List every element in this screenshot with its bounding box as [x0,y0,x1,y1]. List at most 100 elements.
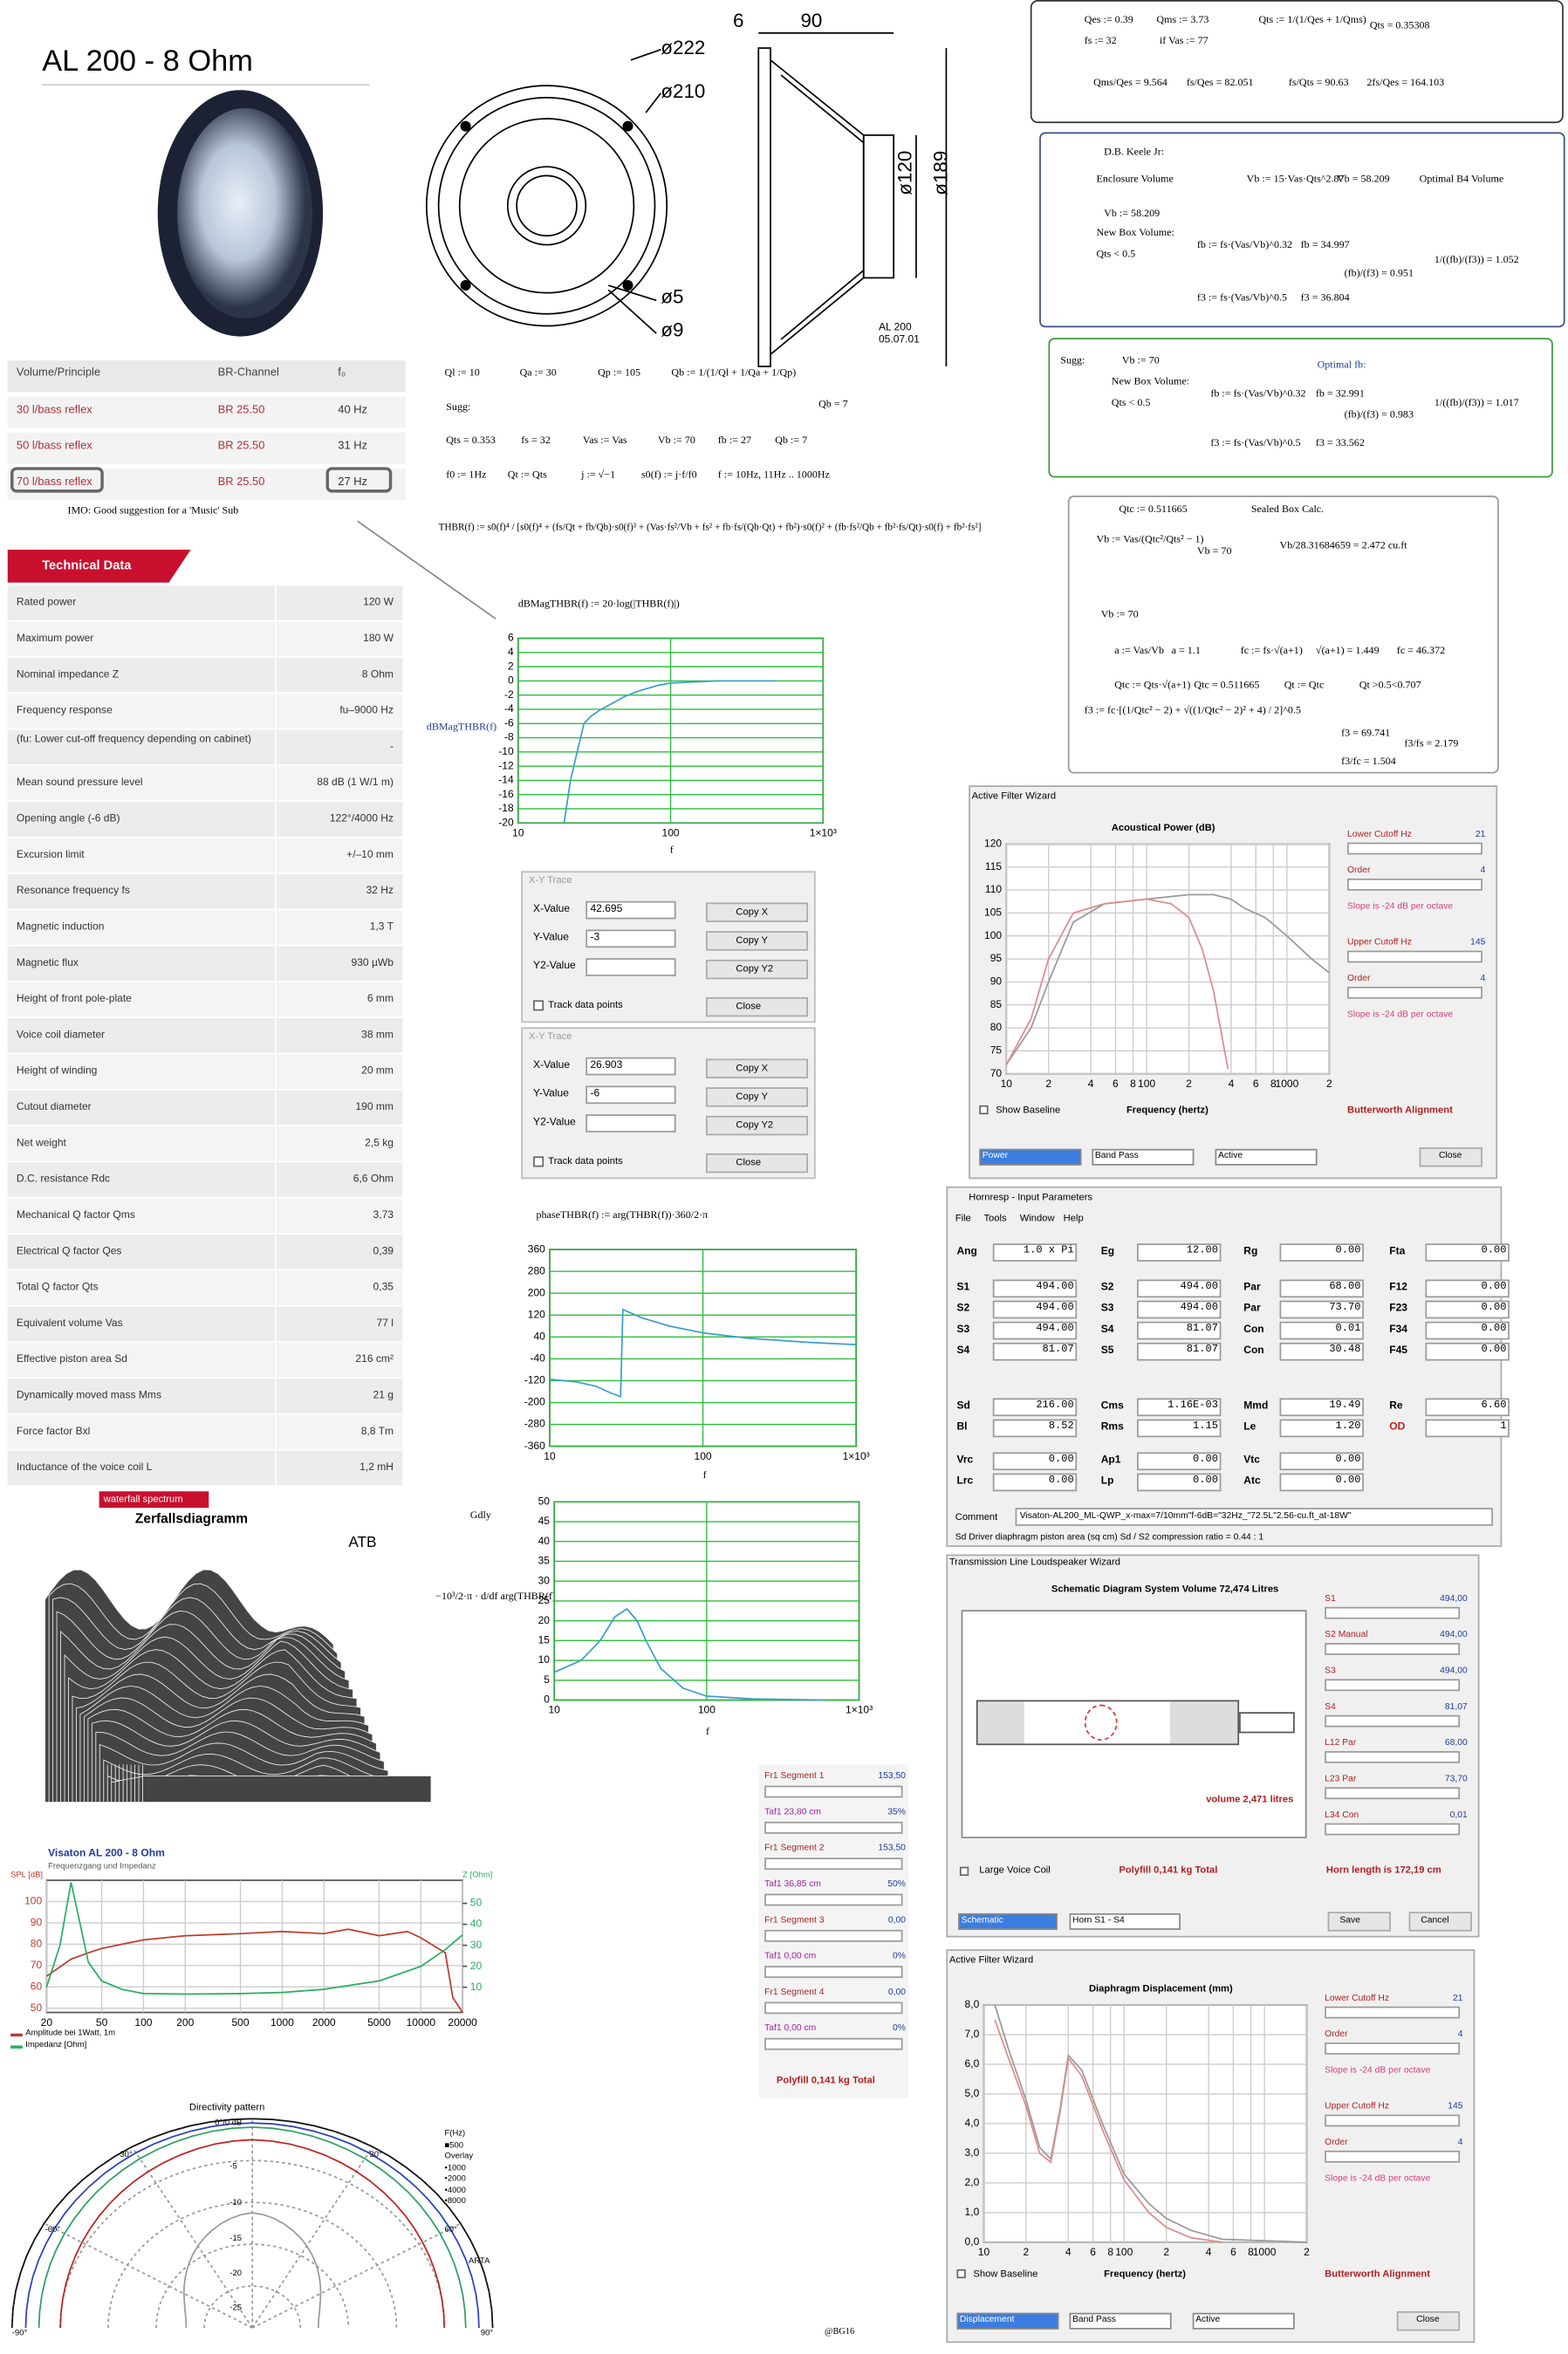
button[interactable]: Close [736,1158,762,1169]
input [585,1057,676,1076]
text: Y-Value [533,932,569,943]
select[interactable] [1069,2312,1172,2330]
y-tick-label: 85 [990,998,1003,1010]
formula: Qts < 0.5 [1096,248,1136,260]
text: 6 mm [366,994,394,1005]
button[interactable] [706,959,809,980]
y2-tick-label: 50 [470,1897,483,1909]
text: Mmd [1243,1400,1269,1413]
formula: Qb = 7 [818,398,848,410]
highlight [10,467,104,493]
button[interactable]: Copy Y [736,1091,768,1103]
text: L23 Par [1325,1775,1357,1784]
select[interactable]: Band Pass [1094,1152,1139,1161]
x-tick-label: 10 [544,1450,556,1462]
button[interactable] [706,1058,809,1078]
button[interactable] [706,1153,809,1174]
waterfall-slice [142,1764,432,1803]
formula: Qms := 3.73 [1156,13,1209,26]
button[interactable] [706,996,809,1017]
y-tick-label: 75 [990,1044,1003,1057]
formula: Vb/28.31684659 = 2.472 cu.ft [1279,538,1407,551]
formula: fb = 34.997 [1300,238,1350,251]
line-end [1239,1712,1295,1734]
menu-item[interactable]: Tools [983,1213,1007,1224]
button[interactable] [706,931,809,951]
button[interactable]: Close [1439,1152,1462,1161]
text: Acoustical Power (dB) [1111,823,1215,834]
value: 81.07 [1186,1344,1218,1357]
button[interactable] [1327,1912,1391,1932]
button[interactable] [706,1087,809,1107]
button[interactable] [706,902,809,922]
button[interactable]: Close [736,1002,762,1013]
text: Rated power [16,598,77,609]
input [1425,1243,1510,1262]
formula: Vb = 58.209 [1336,172,1390,185]
text: 0,00 [887,1916,906,1926]
y-tick-label: -14 [498,774,514,786]
text: 30° [369,2150,382,2160]
select[interactable] [1192,2312,1295,2330]
button[interactable] [706,1115,809,1136]
text: Height of winding [16,1066,98,1078]
select[interactable]: Active [1217,1152,1243,1161]
select[interactable] [956,2312,1059,2330]
button[interactable]: Cancel [1421,1916,1449,1926]
select[interactable]: Horn S1 - S4 [1072,1916,1125,1926]
value: 30.48 [1329,1344,1361,1357]
button[interactable]: Copy Y2 [736,1120,774,1132]
menu-item[interactable]: Window [1019,1213,1055,1224]
button[interactable] [1396,2311,1461,2331]
text: Inductance of the voice coil L [16,1462,153,1474]
text: Impedanz [Ohm] [25,2041,87,2050]
select[interactable]: Schematic [961,1916,1003,1926]
y-tick-label: 0 [544,1694,550,1706]
text: AL 200 - 8 Ohm [42,44,253,79]
text: -10 [229,2198,243,2208]
input [1425,1419,1510,1438]
polar-spoke [44,2222,253,2329]
select[interactable] [979,1148,1082,1166]
select[interactable]: Power [982,1152,1009,1161]
button[interactable] [1419,1147,1482,1167]
text: Par [1243,1304,1261,1315]
value: 0.00 [1193,1454,1218,1466]
select[interactable] [1092,1148,1195,1166]
table-row [7,1126,275,1161]
text: Dynamically moved mass Mms [16,1390,161,1401]
table-cell [276,1450,403,1486]
button[interactable]: Copy Y [736,935,768,947]
formula: D.B. Keele Jr: [1104,145,1165,158]
formula: Vb := 70 [657,434,695,447]
formula: Qt := Qts [507,469,547,481]
table-cell [276,1234,403,1269]
text: Taf1 23,80 cm [764,1808,822,1817]
button[interactable]: Copy X [736,907,769,918]
y-tick-label: 280 [528,1264,545,1276]
formula: f3 = 33.562 [1315,436,1365,449]
button[interactable]: Save [1339,1916,1360,1926]
driver [1084,1704,1118,1741]
select[interactable] [958,1913,1058,1930]
select[interactable] [1215,1148,1318,1166]
button[interactable]: Copy X [736,1063,769,1074]
menu-item[interactable]: Help [1063,1213,1084,1224]
input [1425,1321,1510,1340]
select[interactable] [1069,1913,1181,1930]
button[interactable]: Close [1416,2316,1440,2325]
slider [1347,950,1482,963]
select[interactable]: Band Pass [1072,2316,1116,2325]
select[interactable]: Active [1195,2316,1221,2325]
text: 8,8 Tm [360,1427,394,1438]
dimension: ø120 [893,150,916,195]
slider [764,1858,903,1871]
button[interactable]: Copy Y2 [736,964,774,975]
menu-item[interactable]: File [955,1213,971,1224]
text: 40 Hz [338,402,368,416]
select[interactable]: Displacement [959,2316,1015,2325]
input [1279,1300,1364,1319]
button[interactable] [1408,1912,1472,1932]
table-row [7,694,275,729]
text: - [389,742,394,753]
